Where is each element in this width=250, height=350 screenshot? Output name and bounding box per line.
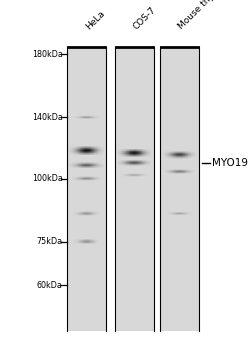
- Text: COS-7: COS-7: [131, 5, 157, 32]
- Bar: [160, 47, 198, 331]
- Text: MYO19: MYO19: [211, 158, 247, 168]
- Bar: [67, 47, 106, 331]
- Text: Mouse thymus: Mouse thymus: [176, 0, 229, 32]
- Bar: [106, 47, 114, 331]
- Text: 140kDa: 140kDa: [32, 113, 62, 122]
- Text: 60kDa: 60kDa: [37, 281, 62, 290]
- Bar: [114, 47, 153, 331]
- Text: HeLa: HeLa: [84, 9, 106, 32]
- Text: 180kDa: 180kDa: [32, 50, 62, 59]
- Text: 100kDa: 100kDa: [32, 174, 62, 183]
- Bar: [153, 47, 160, 331]
- Text: 75kDa: 75kDa: [36, 237, 62, 246]
